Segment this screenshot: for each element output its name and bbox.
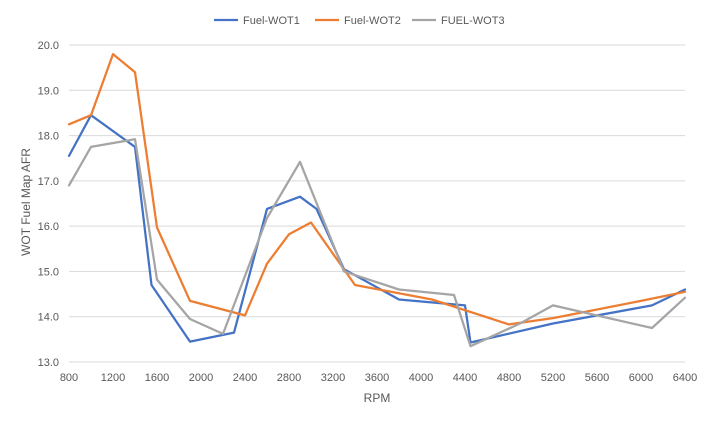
x-tick-label: 6400 bbox=[673, 372, 697, 384]
series-lines bbox=[67, 52, 687, 348]
y-tick-label: 16.0 bbox=[38, 221, 59, 233]
y-tick-label: 18.0 bbox=[38, 131, 59, 143]
x-tick-label: 5200 bbox=[541, 372, 565, 384]
series-line-2 bbox=[67, 52, 687, 326]
legend-label-1: Fuel-WOT1 bbox=[243, 15, 300, 27]
legend-label-3: FUEL-WOT3 bbox=[441, 15, 505, 27]
x-axis-title: RPM bbox=[364, 391, 391, 405]
series-line-3 bbox=[67, 138, 687, 348]
x-tick-label: 800 bbox=[60, 372, 78, 384]
y-tick-label: 20.0 bbox=[38, 40, 59, 52]
x-tick-label: 2000 bbox=[189, 372, 213, 384]
y-tick-label: 17.0 bbox=[38, 176, 59, 188]
x-tick-label: 1200 bbox=[101, 372, 125, 384]
series-line-1 bbox=[67, 114, 687, 344]
grid bbox=[69, 44, 685, 363]
y-tick-label: 15.0 bbox=[38, 266, 59, 278]
legend: Fuel-WOT1 Fuel-WOT2 FUEL-WOT3 bbox=[214, 15, 505, 27]
legend-label-2: Fuel-WOT2 bbox=[344, 15, 401, 27]
x-tick-label: 2400 bbox=[233, 372, 257, 384]
y-tick-label: 19.0 bbox=[38, 85, 59, 97]
x-tick-label: 5600 bbox=[585, 372, 609, 384]
y-tick-label: 14.0 bbox=[38, 312, 59, 324]
x-tick-label: 6000 bbox=[629, 372, 653, 384]
x-tick-label: 2800 bbox=[277, 372, 301, 384]
y-tick-label: 13.0 bbox=[38, 357, 59, 369]
y-axis-title: WOT Fuel Map AFR bbox=[19, 148, 33, 256]
x-tick-label: 3600 bbox=[365, 372, 389, 384]
x-axis-ticks: 800 1200 1600 2000 2400 2800 3200 3600 4000 4400 4… bbox=[60, 372, 697, 384]
y-axis-ticks: 13.0 14.0 15.0 16.0 17.0 18.0 19.0 20.0 bbox=[38, 40, 59, 369]
x-tick-label: 4400 bbox=[453, 372, 477, 384]
x-tick-label: 4000 bbox=[409, 372, 433, 384]
x-tick-label: 4800 bbox=[497, 372, 521, 384]
x-tick-label: 3200 bbox=[321, 372, 345, 384]
x-tick-label: 1600 bbox=[145, 372, 169, 384]
